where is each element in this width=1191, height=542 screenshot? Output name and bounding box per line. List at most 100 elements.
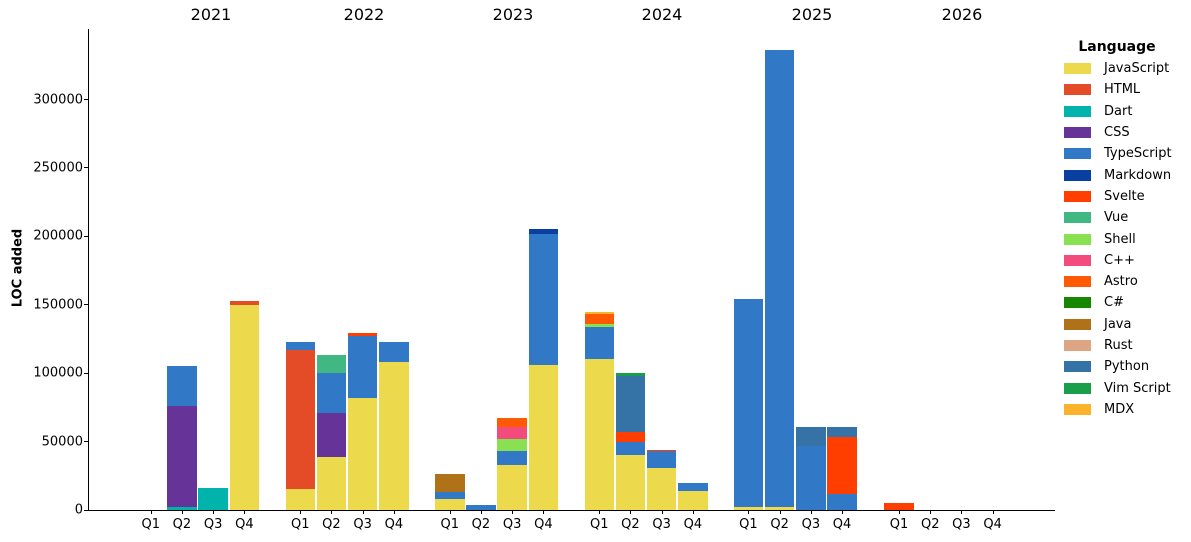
- x-tick-label-2022-Q2: Q2: [322, 517, 341, 532]
- x-tick-mark: [842, 510, 844, 514]
- bar-segment-2021-Q2-CSS: [167, 406, 197, 508]
- legend-swatch-icon: [1064, 190, 1091, 202]
- bar-segment-2024-Q3-JavaScript: [646, 467, 677, 510]
- x-tick-label-2024-Q3: Q3: [652, 517, 671, 532]
- bar-segment-2021-Q3-Dart: [198, 488, 228, 510]
- legend-item-Rust: Rust: [1064, 335, 1172, 356]
- x-tick-mark: [930, 510, 932, 514]
- legend-label: Dart: [1104, 103, 1133, 119]
- bar-segment-2024-Q2-JavaScript: [615, 455, 646, 510]
- x-tick-label-2021-Q3: Q3: [203, 517, 223, 532]
- legend-item-Dart: Dart: [1064, 101, 1172, 122]
- x-tick-mark: [213, 510, 215, 514]
- x-tick-label-2025-Q4: Q4: [832, 517, 852, 532]
- legend-swatch-icon: [1064, 318, 1091, 330]
- bar-segment-2025-Q1-JavaScript: [733, 507, 764, 510]
- legend-swatch-icon: [1064, 148, 1091, 160]
- x-tick-mark: [331, 510, 333, 514]
- year-label-2024: 2024: [641, 5, 683, 24]
- legend-item-TypeScript: TypeScript: [1064, 143, 1172, 164]
- x-tick-label-2026-Q1: Q1: [889, 517, 909, 532]
- bar-segment-2021-Q4-HTML: [229, 300, 260, 305]
- bar-segment-2024-Q2-TypeScript: [615, 441, 646, 456]
- legend-item-C#: C#: [1064, 292, 1172, 313]
- bar-segment-2023-Q3-Shell: [497, 438, 527, 452]
- bar-segment-2021-Q2-Dart: [167, 507, 197, 510]
- legend-swatch-icon: [1064, 340, 1091, 351]
- bar-segment-2022-Q4-TypeScript: [379, 341, 409, 363]
- legend-item-JavaScript: JavaScript: [1064, 58, 1172, 79]
- bar-segment-2023-Q4-Markdown: [528, 229, 559, 234]
- bar-segment-2023-Q3-Astro: [497, 418, 527, 427]
- bar-segment-2025-Q4-Svelte: [827, 437, 857, 494]
- y-tick-label: 50000: [41, 434, 83, 450]
- y-tick-label: 150000: [33, 297, 83, 313]
- x-tick-label-2025-Q3: Q3: [801, 517, 821, 532]
- legend-label: Vue: [1104, 210, 1129, 226]
- y-tick-label: 0: [74, 502, 83, 518]
- legend-swatch-icon: [1064, 169, 1091, 181]
- y-tick-mark: [84, 441, 88, 443]
- bar-segment-2024-Q1-MDX: [584, 311, 614, 315]
- legend-label: C++: [1104, 252, 1135, 268]
- x-tick-label-2025-Q2: Q2: [770, 517, 789, 532]
- legend-label: C#: [1104, 295, 1124, 311]
- legend-label: Rust: [1104, 338, 1133, 353]
- bar-segment-2022-Q3-Svelte: [347, 333, 378, 337]
- y-tick-label: 100000: [33, 365, 83, 381]
- y-tick-mark: [84, 99, 88, 100]
- x-tick-mark: [393, 510, 395, 514]
- y-tick-label: 250000: [33, 160, 83, 176]
- bar-segment-2023-Q4-TypeScript: [528, 233, 559, 365]
- legend-item-MDX: MDX: [1064, 399, 1172, 420]
- x-tick-mark: [449, 510, 451, 514]
- x-tick-label-2026-Q3: Q3: [952, 517, 971, 532]
- bar-segment-2024-Q4-JavaScript: [678, 490, 708, 510]
- bar-segment-2025-Q2-TypeScript: [764, 50, 795, 508]
- legend-item-Vue: Vue: [1064, 207, 1172, 228]
- bar-segment-2022-Q4-JavaScript: [379, 362, 409, 510]
- legend-item-Svelte: Svelte: [1064, 186, 1172, 207]
- year-label-2021: 2021: [190, 5, 232, 24]
- legend-label: MDX: [1104, 401, 1135, 417]
- x-tick-label-2026-Q2: Q2: [920, 517, 940, 532]
- bar-segment-2023-Q1-TypeScript: [435, 492, 465, 500]
- x-tick-mark: [512, 510, 514, 514]
- bar-segment-2022-Q2-TypeScript: [316, 373, 347, 413]
- y-tick-mark: [84, 372, 88, 374]
- bar-segment-2025-Q3-Python: [796, 426, 826, 446]
- legend-swatch-icon: [1064, 63, 1091, 75]
- x-tick-label-2025-Q1: Q1: [739, 517, 758, 532]
- x-tick-mark: [692, 510, 694, 514]
- x-tick-label-2024-Q2: Q2: [621, 517, 640, 532]
- x-tick-mark: [300, 510, 302, 514]
- legend-items: JavaScript HTML Dart CSS TypeScript Markdown S…: [1064, 58, 1172, 420]
- x-tick-label-2023-Q2: Q2: [471, 517, 491, 532]
- legend-label: TypeScript: [1104, 146, 1172, 162]
- bar-segment-2025-Q4-TypeScript: [827, 493, 857, 510]
- bar-segment-2024-Q3-TypeScript: [646, 451, 677, 468]
- bar-segment-2025-Q2-JavaScript: [764, 507, 795, 510]
- legend-label: Markdown: [1104, 167, 1172, 183]
- legend-item-Shell: Shell: [1064, 228, 1172, 249]
- legend-item-Java: Java: [1064, 314, 1172, 335]
- x-tick-mark: [244, 510, 246, 514]
- legend-swatch-icon: [1064, 84, 1091, 96]
- bar-segment-2024-Q1-Shell: [584, 323, 614, 327]
- bar-segment-2024-Q2-Svelte: [615, 432, 646, 442]
- legend-item-Vim-Script: Vim Script: [1064, 377, 1172, 398]
- legend-swatch-icon: [1064, 276, 1091, 288]
- legend-swatch-icon: [1064, 382, 1091, 394]
- legend-swatch-icon: [1064, 361, 1091, 373]
- year-label-2025: 2025: [791, 5, 833, 24]
- bar-segment-2023-Q1-JavaScript: [435, 499, 465, 510]
- legend-swatch-icon: [1064, 212, 1091, 224]
- legend-item-Astro: Astro: [1064, 271, 1172, 292]
- legend: Language JavaScript HTML Dart CSS TypeScript…: [1064, 38, 1172, 420]
- legend-swatch-icon: [1064, 254, 1091, 266]
- x-tick-mark: [362, 510, 364, 514]
- legend-label: Vim Script: [1104, 380, 1171, 396]
- year-label-2023: 2023: [492, 5, 534, 24]
- x-tick-label-2022-Q1: Q1: [290, 517, 310, 532]
